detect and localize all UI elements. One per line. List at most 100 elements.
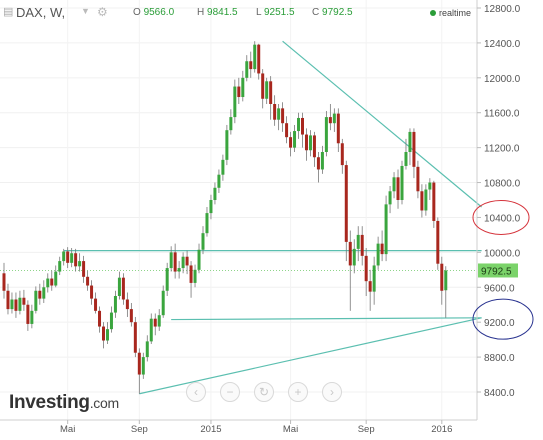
candle-up: [117, 277, 121, 296]
candle-up: [213, 187, 217, 200]
candle-up: [42, 287, 46, 299]
price-tick-label: 12400.0: [484, 39, 521, 50]
candle-down: [94, 298, 98, 311]
candle-down: [173, 252, 177, 272]
candle-up: [384, 204, 388, 255]
high-value: H 9841.5: [197, 7, 238, 18]
interval-dropdown-icon[interactable]: ▼: [81, 6, 90, 16]
candle-up: [241, 77, 245, 98]
scroll-left-button[interactable]: ‹: [186, 382, 206, 402]
candle-up: [62, 251, 66, 262]
candle-down: [328, 117, 332, 124]
candle-down: [121, 277, 125, 300]
candle-down: [281, 108, 285, 124]
chart-grid: [0, 0, 477, 420]
candle-up: [233, 86, 237, 118]
candle-down: [185, 256, 189, 266]
time-tick-label: Sep: [358, 424, 375, 435]
candle-down: [90, 285, 94, 299]
scroll-right-button[interactable]: ›: [322, 382, 342, 402]
candle-up: [404, 152, 408, 166]
candle-down: [416, 166, 420, 192]
candle-down: [440, 263, 444, 291]
candle-up: [324, 117, 328, 152]
candle-up: [177, 268, 181, 272]
symbol-label[interactable]: DAX, W,: [16, 5, 66, 20]
candle-up: [141, 357, 145, 375]
zoom-out-button[interactable]: −: [220, 382, 240, 402]
price-tick-label: 9600.0: [484, 283, 515, 294]
candle-up: [205, 213, 209, 234]
candle-down: [432, 182, 436, 221]
candle-down: [50, 278, 54, 286]
candle-up: [70, 253, 74, 263]
candle-down: [133, 322, 137, 353]
candle-up: [356, 234, 360, 249]
candle-down: [368, 281, 372, 292]
candle-up: [193, 269, 197, 283]
candle-down: [237, 86, 241, 98]
candle-up: [58, 261, 62, 272]
candle-down: [22, 297, 26, 305]
candle-up: [320, 152, 324, 170]
zoom-in-button[interactable]: +: [288, 382, 308, 402]
price-tick-label: 8800.0: [484, 353, 515, 364]
candle-up: [34, 290, 38, 311]
candle-up: [332, 113, 336, 124]
candle-up: [225, 130, 229, 160]
candle-up: [221, 159, 225, 175]
candle-down: [312, 135, 316, 158]
candle-down: [74, 253, 78, 267]
reset-button[interactable]: ↻: [254, 382, 274, 402]
low-value: L 9251.5: [256, 7, 295, 18]
candle-down: [344, 165, 348, 242]
candle-down: [102, 326, 105, 341]
candle-up: [408, 131, 412, 152]
candle-up: [376, 243, 380, 266]
candle-down: [420, 191, 424, 211]
candle-down: [289, 137, 293, 148]
realtime-status: realtime: [429, 8, 471, 18]
price-tick-label: 11600.0: [484, 109, 520, 120]
candle-down: [26, 304, 30, 324]
horizontal-support-line: [171, 317, 482, 321]
candle-up: [245, 61, 249, 78]
candle-up: [277, 108, 281, 120]
candle-up: [372, 265, 376, 292]
candle-up: [209, 200, 213, 214]
candle-up: [444, 270, 448, 291]
candle-down: [285, 123, 289, 138]
chart-type-icon[interactable]: ▤: [3, 6, 14, 18]
candle-up: [157, 315, 161, 327]
candle-up: [265, 81, 269, 99]
candle-down: [2, 273, 6, 291]
annotation-ellipse-red: [472, 199, 530, 235]
candle-up: [46, 278, 50, 288]
candle-down: [98, 310, 102, 327]
candle-up: [388, 191, 392, 205]
candle-up: [229, 117, 233, 131]
settings-gear-icon[interactable]: ⚙: [97, 5, 108, 19]
status-dot-icon: [429, 10, 436, 16]
candle-down: [6, 290, 10, 310]
candle-down: [364, 255, 368, 282]
candle-up: [352, 248, 356, 266]
candle-up: [113, 296, 117, 313]
candle-up: [197, 249, 201, 270]
price-tick-label: 10400.0: [484, 213, 521, 224]
lower-support-trendline: [139, 317, 482, 395]
candle-up: [308, 135, 312, 151]
candle-down: [316, 157, 320, 170]
candle-down: [340, 143, 344, 166]
candle-down: [380, 243, 384, 255]
last-price-label: 9792.5: [481, 266, 512, 277]
candle-down: [14, 299, 18, 311]
candle-up: [201, 233, 205, 250]
time-tick-label: Sep: [131, 424, 148, 435]
candle-down: [249, 61, 253, 70]
open-value: O 9566.0: [133, 7, 175, 18]
candle-down: [66, 251, 70, 263]
candle-up: [78, 261, 82, 267]
